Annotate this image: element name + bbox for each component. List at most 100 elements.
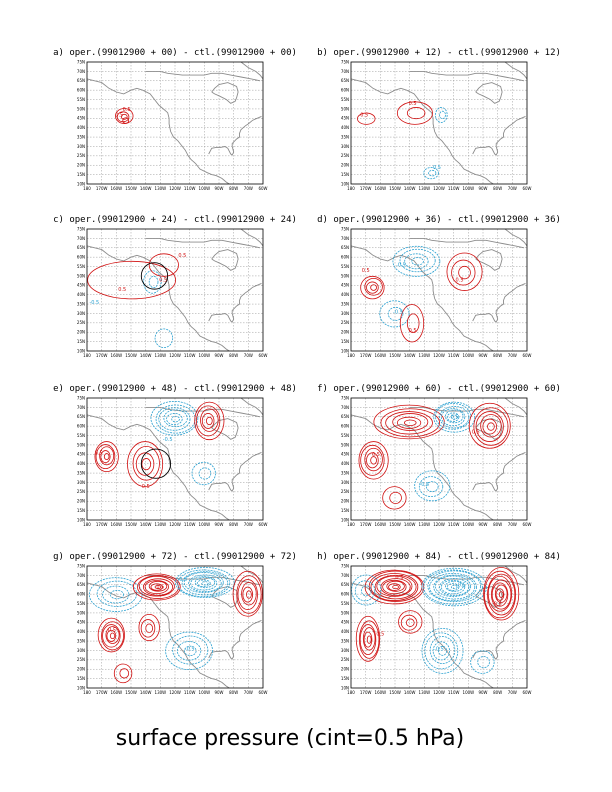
y-tick-label: 70N xyxy=(341,236,349,241)
x-tick-label: 130W xyxy=(155,522,167,527)
contour-pos xyxy=(382,486,407,510)
x-tick-label: 70W xyxy=(508,522,517,527)
contour-pos xyxy=(138,613,160,642)
x-tick-label: 90W xyxy=(214,522,223,527)
x-tick-label: 120W xyxy=(169,353,181,358)
x-tick-label: 140W xyxy=(404,353,416,358)
y-tick-label: 30N xyxy=(341,311,349,316)
x-tick-label: 150W xyxy=(389,186,401,191)
contour-pos xyxy=(406,107,426,120)
x-tick-label: 100W xyxy=(199,522,211,527)
x-tick-label: 130W xyxy=(155,690,167,695)
x-tick-label: 140W xyxy=(140,690,152,695)
contour-pos xyxy=(366,281,379,294)
y-tick-label: 65N xyxy=(77,245,85,250)
contour-pos xyxy=(154,585,162,590)
contour-pos xyxy=(148,253,179,277)
y-tick-label: 50N xyxy=(341,610,349,615)
x-tick-label: 70W xyxy=(508,353,517,358)
contour-pos xyxy=(195,405,221,437)
y-tick-label: 50N xyxy=(77,106,85,111)
contour-neg xyxy=(354,580,376,602)
contour-label: 0.5 xyxy=(372,452,380,458)
x-tick-label: 90W xyxy=(214,690,223,695)
contour-label: -0.5 xyxy=(449,415,459,421)
contour-pos xyxy=(120,113,128,120)
contour-neg xyxy=(165,631,213,671)
y-tick-label: 20N xyxy=(341,667,349,672)
x-tick-label: 60W xyxy=(522,690,531,695)
contour-neg xyxy=(143,270,162,294)
contour-neg xyxy=(172,635,209,665)
x-tick-label: 70W xyxy=(244,690,253,695)
y-tick-label: 70N xyxy=(341,573,349,578)
y-tick-label: 60N xyxy=(341,255,349,260)
y-tick-label: 10N xyxy=(77,517,85,522)
contour-neg xyxy=(158,407,191,431)
contour-pos xyxy=(148,580,168,592)
contour-neg xyxy=(439,110,446,120)
y-tick-label: 50N xyxy=(77,442,85,447)
contour-label: 0.5 xyxy=(409,101,417,107)
contour-neg xyxy=(148,275,159,288)
y-tick-label: 20N xyxy=(77,330,85,335)
y-tick-label: 25N xyxy=(341,489,349,494)
x-tick-label: 100W xyxy=(463,353,475,358)
contour-pos xyxy=(241,582,257,606)
y-tick-label: 75N xyxy=(341,563,349,568)
x-tick-label: 160W xyxy=(111,690,123,695)
contour-neg xyxy=(450,584,458,590)
y-tick-label: 75N xyxy=(77,563,85,568)
y-tick-label: 75N xyxy=(341,226,349,231)
contour-neg xyxy=(418,476,444,498)
x-tick-label: 160W xyxy=(111,522,123,527)
coastlines xyxy=(351,62,527,184)
y-tick-label: 60N xyxy=(77,255,85,260)
contour-label: -0.5 xyxy=(89,300,99,306)
y-tick-label: 60N xyxy=(341,424,349,429)
contour-pos xyxy=(376,575,413,597)
contour-pos xyxy=(385,411,433,435)
contour-neg xyxy=(446,412,460,422)
coastline xyxy=(208,282,262,323)
x-tick-label: 80W xyxy=(493,690,502,695)
contour-label: -0.5 xyxy=(177,577,187,583)
coastline xyxy=(351,582,494,688)
y-tick-label: 75N xyxy=(77,226,85,231)
y-tick-label: 10N xyxy=(77,685,85,690)
y-tick-label: 15N xyxy=(341,508,349,513)
y-tick-label: 20N xyxy=(77,163,85,168)
contour-neg xyxy=(183,645,197,656)
contour-neg xyxy=(155,404,196,434)
contour-neg xyxy=(166,413,183,426)
y-tick-label: 50N xyxy=(341,106,349,111)
y-tick-label: 45N xyxy=(77,620,85,625)
contour-neg xyxy=(150,400,199,436)
contour-pos xyxy=(487,422,495,431)
coastlines xyxy=(87,62,263,184)
contour-pos xyxy=(137,575,179,599)
y-tick-label: 60N xyxy=(77,424,85,429)
y-tick-label: 20N xyxy=(341,330,349,335)
y-tick-label: 30N xyxy=(77,480,85,485)
panel-d: d) oper.(99012900 + 36) - ctl.(99012900 … xyxy=(317,215,561,358)
x-tick-label: 150W xyxy=(389,522,401,527)
y-tick-label: 25N xyxy=(77,657,85,662)
contour-neg xyxy=(450,414,458,420)
y-tick-label: 10N xyxy=(341,685,349,690)
x-tick-label: 120W xyxy=(433,353,445,358)
contour-label: 0.5 xyxy=(156,585,164,591)
contour-pos xyxy=(480,414,502,438)
x-tick-label: 80W xyxy=(493,353,502,358)
contour-pos xyxy=(360,444,385,476)
coastlines xyxy=(87,398,263,520)
contour-pos xyxy=(140,619,156,638)
x-tick-label: 130W xyxy=(155,353,167,358)
x-tick-label: 150W xyxy=(125,186,137,191)
x-tick-label: 80W xyxy=(229,690,238,695)
contour-label: 0.5 xyxy=(362,268,370,274)
contour-pos xyxy=(355,615,381,662)
contour-pos xyxy=(109,632,116,640)
panel-e: e) oper.(99012900 + 48) - ctl.(99012900 … xyxy=(53,384,297,527)
y-tick-label: 25N xyxy=(77,489,85,494)
